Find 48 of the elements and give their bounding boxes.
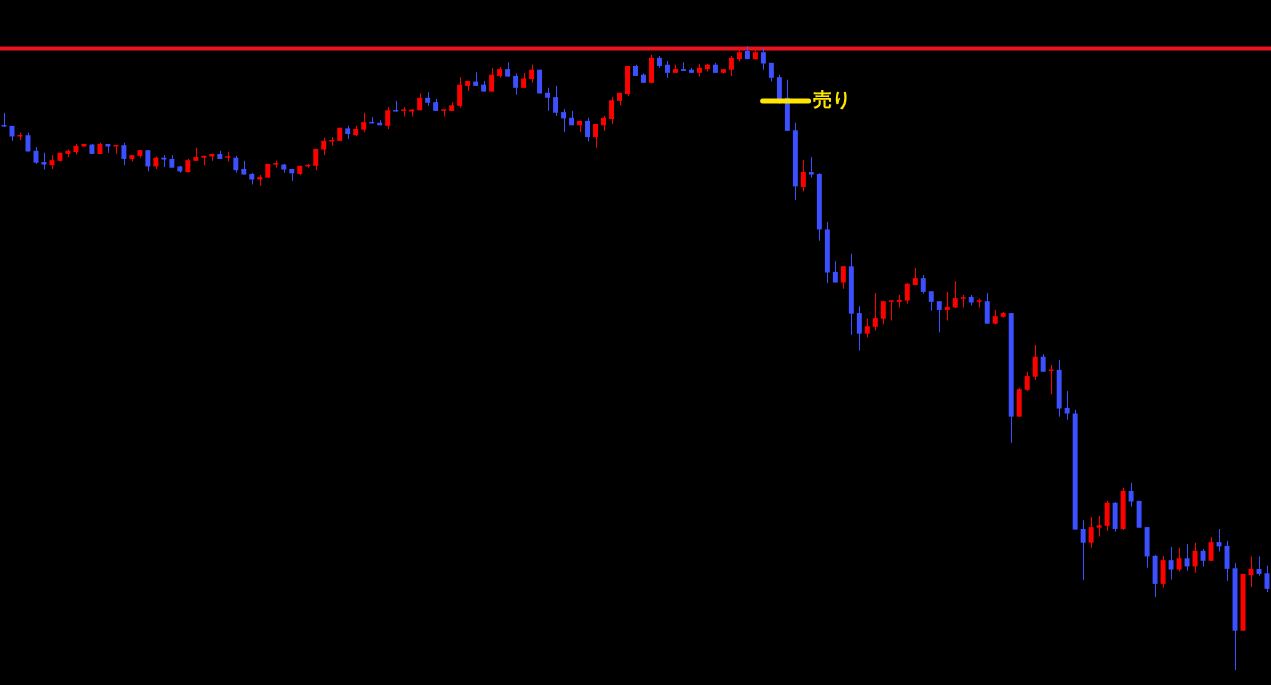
candlestick: [1128, 482, 1134, 508]
candlestick: [361, 112, 367, 133]
candlestick: [1216, 528, 1222, 552]
candlestick: [561, 108, 567, 133]
candlestick: [1224, 540, 1230, 582]
candlestick: [1064, 390, 1070, 421]
candlestick: [904, 282, 910, 305]
candlestick: [936, 300, 942, 333]
candlestick: [553, 85, 559, 117]
candlestick: [593, 123, 599, 149]
candlestick: [1192, 542, 1198, 574]
candlestick: [1176, 547, 1182, 572]
candlestick: [513, 72, 519, 96]
candlestick: [728, 55, 734, 77]
candlestick: [1080, 519, 1086, 581]
candlestick: [1104, 500, 1110, 532]
candlestick: [944, 291, 950, 322]
candlestick: [609, 96, 614, 125]
annotation: 売り: [812, 87, 851, 110]
candlestick: [585, 117, 591, 142]
candlestick: [489, 67, 495, 93]
candlestick: [145, 149, 151, 172]
candlestick: [920, 274, 926, 295]
candlestick: [1168, 546, 1174, 581]
candlestick: [808, 156, 814, 179]
candlestick: [928, 290, 934, 312]
candlestick: [1088, 516, 1094, 549]
candlestick: [800, 159, 806, 192]
candlestick: [864, 318, 870, 338]
candlestick: [457, 76, 463, 109]
candlestick: [529, 64, 535, 84]
candlestick: [1032, 344, 1038, 381]
candlestick: [984, 292, 990, 325]
candlestick: [1024, 371, 1030, 392]
candlestick: [1208, 536, 1214, 562]
candlestick: [840, 265, 846, 290]
candlestick: [1184, 543, 1190, 572]
candlestick: [856, 305, 862, 352]
candlestick: [121, 142, 127, 166]
candlestick: [888, 300, 894, 322]
candlestick: [952, 280, 958, 309]
candlestick: [872, 292, 878, 332]
candlestick: [385, 106, 391, 130]
candlestick: [880, 300, 886, 325]
candlestick: [760, 47, 766, 71]
candlestick: [1160, 555, 1166, 589]
candlestick: [545, 87, 551, 112]
candlestick: [1096, 515, 1102, 537]
